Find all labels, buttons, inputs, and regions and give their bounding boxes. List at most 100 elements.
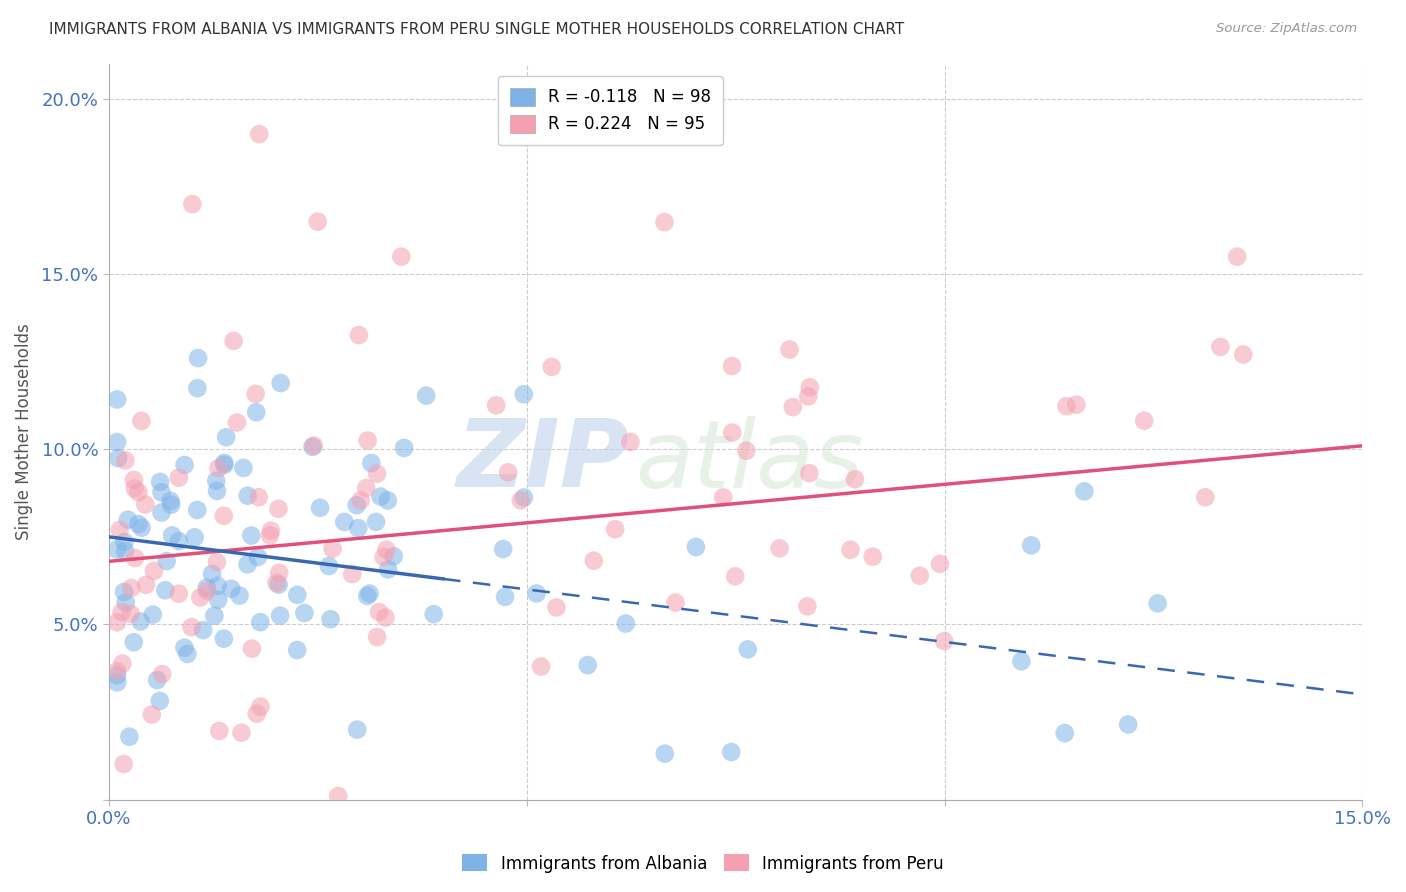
Point — [127, 517, 149, 532]
Point — [654, 747, 676, 761]
Point — [114, 596, 136, 610]
Point — [347, 521, 370, 535]
Point — [366, 467, 388, 481]
Point — [799, 467, 821, 481]
Point — [155, 583, 177, 598]
Point — [186, 503, 208, 517]
Point — [134, 498, 156, 512]
Point — [247, 127, 270, 141]
Point — [149, 694, 172, 708]
Point — [737, 642, 759, 657]
Point — [377, 493, 399, 508]
Point — [359, 586, 381, 600]
Point — [207, 579, 229, 593]
Point — [292, 606, 315, 620]
Point — [1116, 717, 1139, 731]
Text: IMMIGRANTS FROM ALBANIA VS IMMIGRANTS FROM PERU SINGLE MOTHER HOUSEHOLDS CORRELA: IMMIGRANTS FROM ALBANIA VS IMMIGRANTS FR… — [49, 22, 904, 37]
Point — [654, 215, 676, 229]
Text: Source: ZipAtlas.com: Source: ZipAtlas.com — [1216, 22, 1357, 36]
Point — [350, 493, 373, 508]
Point — [245, 405, 267, 419]
Point — [246, 550, 269, 565]
Point — [236, 558, 259, 572]
Point — [664, 596, 686, 610]
Point — [509, 493, 531, 508]
Point — [195, 583, 218, 598]
Point — [1019, 538, 1042, 552]
Point — [141, 707, 163, 722]
Point — [328, 789, 350, 803]
Point — [368, 605, 391, 619]
Point — [711, 491, 734, 505]
Point — [1066, 398, 1088, 412]
Point — [214, 458, 236, 472]
Point — [124, 482, 146, 496]
Point — [150, 667, 173, 681]
Point — [159, 494, 181, 508]
Point — [1232, 347, 1254, 361]
Point — [249, 699, 271, 714]
Point — [212, 632, 235, 646]
Point — [799, 380, 821, 394]
Point — [160, 498, 183, 512]
Point — [131, 414, 153, 428]
Point — [1194, 490, 1216, 504]
Point — [267, 577, 290, 591]
Point — [389, 250, 412, 264]
Point — [105, 664, 128, 678]
Point — [240, 528, 263, 542]
Point — [415, 389, 437, 403]
Point — [207, 461, 229, 475]
Point — [366, 630, 388, 644]
Point — [222, 334, 245, 348]
Point — [360, 456, 382, 470]
Legend: Immigrants from Albania, Immigrants from Peru: Immigrants from Albania, Immigrants from… — [456, 847, 950, 880]
Point — [346, 723, 368, 737]
Point — [934, 634, 956, 648]
Point — [111, 657, 134, 671]
Point — [1053, 726, 1076, 740]
Point — [120, 581, 142, 595]
Y-axis label: Single Mother Households: Single Mother Households — [15, 324, 32, 541]
Point — [107, 451, 129, 466]
Point — [779, 343, 801, 357]
Point — [1146, 596, 1168, 610]
Point — [167, 534, 190, 549]
Point — [193, 623, 215, 637]
Point — [377, 562, 399, 576]
Point — [232, 461, 254, 475]
Point — [114, 544, 136, 558]
Point — [114, 453, 136, 467]
Point — [1073, 484, 1095, 499]
Legend: R = -0.118   N = 98, R = 0.224   N = 95: R = -0.118 N = 98, R = 0.224 N = 95 — [498, 76, 723, 145]
Point — [208, 723, 231, 738]
Point — [176, 647, 198, 661]
Point — [485, 398, 508, 412]
Point — [260, 524, 283, 538]
Point — [231, 725, 253, 739]
Point — [370, 490, 392, 504]
Point — [149, 475, 172, 489]
Point — [721, 425, 744, 440]
Point — [342, 567, 364, 582]
Point — [167, 587, 190, 601]
Point — [180, 620, 202, 634]
Point — [181, 197, 204, 211]
Point — [205, 483, 228, 498]
Point — [321, 541, 343, 556]
Point — [319, 612, 342, 626]
Point — [228, 589, 250, 603]
Point — [187, 351, 209, 365]
Point — [269, 566, 291, 580]
Point — [582, 554, 605, 568]
Point — [1010, 654, 1032, 668]
Point — [908, 568, 931, 582]
Point — [167, 471, 190, 485]
Point — [724, 569, 747, 583]
Point — [423, 607, 446, 622]
Text: ZIP: ZIP — [456, 415, 628, 508]
Point — [205, 555, 228, 569]
Point — [1226, 250, 1249, 264]
Point — [513, 491, 536, 505]
Point — [302, 438, 325, 452]
